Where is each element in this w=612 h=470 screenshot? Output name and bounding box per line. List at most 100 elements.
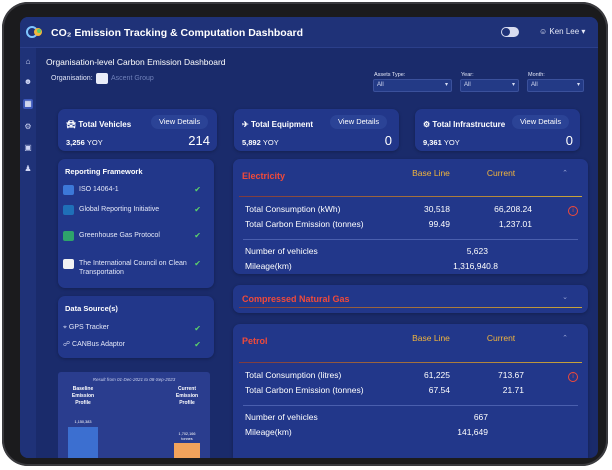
people-icon[interactable]: ♟ [24, 164, 32, 173]
section-title: Compressed Natural Gas [242, 294, 350, 304]
vehicles-value: 667 [473, 412, 488, 422]
view-details-button[interactable]: View Details [512, 115, 570, 129]
vehicles-value: 5,623 [466, 246, 488, 256]
user-icon[interactable]: ☻ [23, 77, 33, 86]
kpi-yoy: 5,892 YOY [242, 138, 279, 147]
baseline-label: Baseline Emission Profile [71, 386, 95, 406]
chevron-down-icon: ▾ [576, 82, 580, 88]
baseline-header: Base Line [412, 168, 450, 178]
month-label: Month: [528, 72, 545, 78]
row-divider [243, 405, 578, 406]
row-current: 1,237.01 [498, 219, 532, 229]
baseline-bar [68, 427, 98, 458]
theme-toggle[interactable] [501, 27, 519, 37]
kpi-card-equipment: ✈ Total Equipment View Details 5,892 YOY… [234, 109, 399, 151]
home-icon[interactable]: ⌂ [25, 57, 31, 66]
panel-title: Data Source(s) [65, 304, 118, 313]
check-icon: ✔ [194, 185, 201, 194]
framework-item-gri: Global Reporting Initiative ✔ [63, 205, 203, 225]
user-menu[interactable]: ☺ Ken Lee ▾ [539, 27, 586, 36]
row-base: 67.54 [428, 385, 450, 395]
month-select[interactable]: All ▾ [527, 79, 584, 92]
sidebar: ⌂ ☻ ▦ ⚙ ▣ ♟ [20, 48, 36, 458]
row-base: 30,518 [424, 204, 450, 214]
info-icon[interactable]: i [568, 206, 578, 216]
icct-logo-icon [63, 259, 74, 269]
chart-caption: Result from 01-Dec-2021 to 08-Sep-2023 [92, 377, 176, 382]
info-icon[interactable]: i [568, 372, 578, 382]
assets-type-label: Assets Type: [374, 72, 406, 78]
cng-section[interactable]: Compressed Natural Gas ⌄ [233, 285, 588, 313]
kpi-yoy: 9,361 YOY [423, 138, 460, 147]
check-icon: ✔ [194, 324, 201, 333]
month-value: All [531, 82, 538, 88]
row-current: 66,208.24 [494, 204, 532, 214]
row-label: Total Carbon Emission (tonnes) [245, 385, 364, 395]
section-title: Petrol [242, 336, 268, 346]
view-details-button[interactable]: View Details [151, 115, 209, 129]
reporting-framework-panel: Reporting Framework ISO 14064-1 ✔ Global… [58, 159, 214, 288]
row-base: 99.49 [428, 219, 450, 229]
baseline-value: 1,150,383 [74, 420, 92, 424]
kpi-card-infrastructure: ⚙ Total Infrastructure View Details 9,36… [415, 109, 580, 151]
iso-logo-icon [63, 185, 74, 195]
mileage-value: 1,316,940.8 [453, 261, 498, 271]
framework-item-icct: The International Council on Clean Trans… [63, 259, 203, 279]
section-divider [239, 307, 582, 308]
assets-type-value: All [377, 82, 384, 88]
row-current: 713.67 [498, 370, 524, 380]
framework-label: Global Reporting Initiative [79, 206, 160, 213]
year-select[interactable]: All ▾ [460, 79, 519, 92]
chevron-down-icon: ▾ [511, 82, 515, 88]
framework-label: The International Council on Clean Trans… [79, 260, 187, 276]
section-title: Electricity [242, 171, 286, 181]
mileage-label: Mileage(km) [245, 427, 292, 437]
data-source-gps: ⌖ GPS Tracker ✔ [63, 324, 201, 333]
organisation-name: Ascent Group [111, 75, 154, 82]
network-icon: ☍ [63, 341, 71, 348]
petrol-section: Petrol Base Line Current ⌃ Total Consump… [233, 324, 588, 458]
inbox-icon[interactable]: ▣ [24, 143, 32, 152]
chevron-down-icon[interactable]: ⌄ [562, 294, 568, 301]
baseline-header: Base Line [412, 333, 450, 343]
chevron-up-icon[interactable]: ⌃ [562, 170, 568, 177]
chevron-up-icon[interactable]: ⌃ [562, 335, 568, 342]
current-unit: tonnes [181, 437, 193, 441]
assets-type-select[interactable]: All ▾ [373, 79, 452, 92]
ghg-logo-icon [63, 231, 74, 241]
gear-icon[interactable]: ⚙ [24, 122, 32, 131]
data-source-canbus: ☍ CANBus Adaptor ✔ [63, 340, 201, 349]
year-value: All [464, 82, 471, 88]
framework-item-iso: ISO 14064-1 ✔ [63, 185, 203, 197]
current-header: Current [486, 168, 516, 178]
check-icon: ✔ [194, 205, 201, 214]
view-details-button[interactable]: View Details [330, 115, 388, 129]
current-bar [174, 443, 200, 458]
current-value: 1,702,166 [178, 432, 196, 436]
kpi-yoy: 3,256 YOY [66, 138, 103, 147]
check-icon: ✔ [194, 231, 201, 240]
row-current: 21.71 [502, 385, 524, 395]
emission-profile-chart: Result from 01-Dec-2021 to 08-Sep-2023 B… [58, 372, 210, 458]
current-label: Current Emission Profile [175, 386, 199, 406]
top-bar: CO₂ Emission Tracking & Computation Dash… [20, 17, 598, 48]
tablet-frame: CO₂ Emission Tracking & Computation Dash… [2, 2, 608, 466]
chevron-down-icon: ▾ [444, 82, 448, 88]
row-divider [243, 239, 578, 240]
document-icon[interactable]: ▦ [23, 99, 33, 109]
section-divider [239, 196, 582, 197]
co2-logo-icon [26, 26, 42, 38]
organisation-label: Organisation: [51, 75, 93, 82]
panel-title: Reporting Framework [65, 167, 143, 176]
year-label: Year: [461, 72, 474, 78]
page-title: Organisation-level Carbon Emission Dashb… [46, 57, 226, 67]
kpi-title: 🚘︎ Total Vehicles [66, 120, 132, 129]
organisation-logo-icon [96, 73, 108, 84]
mileage-value: 141,649 [457, 427, 488, 437]
kpi-title: ⚙ Total Infrastructure [423, 120, 506, 129]
electricity-section: Electricity Base Line Current ⌃ Total Co… [233, 159, 588, 274]
gri-logo-icon [63, 205, 74, 215]
kpi-card-vehicles: 🚘︎ Total Vehicles View Details 3,256 YOY… [58, 109, 217, 151]
kpi-title: ✈ Total Equipment [242, 120, 314, 129]
kpi-value: 0 [384, 133, 392, 148]
